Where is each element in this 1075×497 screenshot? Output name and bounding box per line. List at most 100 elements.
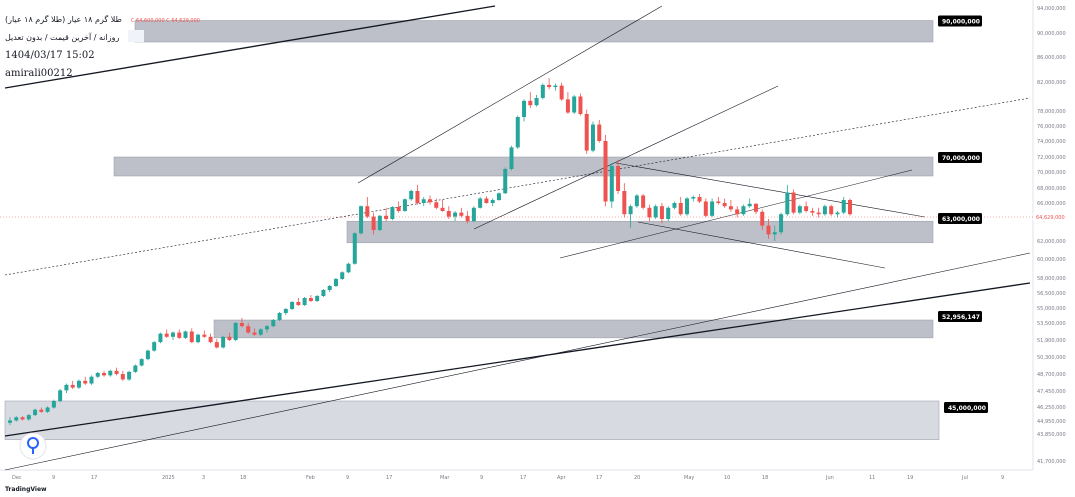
candle-body xyxy=(359,206,364,234)
candle-body xyxy=(766,225,771,235)
candle-body xyxy=(89,376,94,384)
x-tick-label: 20 xyxy=(634,475,640,481)
candle-body xyxy=(710,201,715,216)
x-tick-label: 9 xyxy=(1001,475,1004,481)
candle-body xyxy=(8,420,12,423)
x-tick-label: 9 xyxy=(52,475,55,481)
candle-body xyxy=(735,209,740,215)
candle-body xyxy=(133,365,138,372)
candle-body xyxy=(170,332,175,337)
candle-body xyxy=(283,309,288,313)
candle-body xyxy=(471,207,476,222)
candle-body xyxy=(183,331,188,338)
candle-body xyxy=(114,370,119,374)
candle-body xyxy=(196,334,201,343)
candle-body xyxy=(609,166,614,202)
candle-body xyxy=(384,215,389,219)
zone-label: 90,000,000 xyxy=(938,15,982,27)
candle-body xyxy=(158,333,163,343)
candle-body xyxy=(70,384,75,388)
candle-body xyxy=(616,166,621,191)
y-tick-label: 70,000,000 xyxy=(1037,170,1066,176)
x-tick-label: Feb xyxy=(306,475,315,481)
candle-body xyxy=(572,96,577,113)
price-zone xyxy=(213,319,934,339)
ohlc-values: C 64,600,000 C 64,629,000 xyxy=(130,18,200,24)
candle-body xyxy=(177,332,182,338)
x-tick-label: 9 xyxy=(480,475,483,481)
y-tick-label: 72,000,000 xyxy=(1037,155,1066,161)
candle-body xyxy=(440,207,445,211)
candle-body xyxy=(553,85,558,88)
candle-body xyxy=(290,302,295,309)
y-tick-label: 51,900,000 xyxy=(1037,338,1066,344)
candle-body xyxy=(459,212,464,216)
y-tick-label: 78,000,000 xyxy=(1037,109,1066,115)
x-tick-label: 17 xyxy=(596,475,602,481)
candle-body xyxy=(797,206,802,213)
candle-body xyxy=(39,409,44,412)
trendline xyxy=(4,252,1031,471)
x-tick-label: Mar xyxy=(440,475,450,481)
candle-body xyxy=(559,85,564,100)
candle-body xyxy=(120,374,125,380)
candle-body xyxy=(434,202,439,208)
x-tick-label: 2025 xyxy=(162,475,175,481)
chart-legend: طلا گرم ۱۸ عیار (طلا گرم ۱۸ عیار) C 64,6… xyxy=(5,8,205,80)
candle-body xyxy=(58,390,63,401)
last-price-label: 64,629,000 xyxy=(1036,215,1065,221)
candle-body xyxy=(390,207,395,219)
legend-toggle-button[interactable] xyxy=(128,29,145,42)
candle-body xyxy=(239,323,244,327)
candle-body xyxy=(785,192,790,215)
x-tick-label: May xyxy=(684,475,694,481)
x-tick-label: Apr xyxy=(557,475,567,481)
drawing-tool-icon[interactable] xyxy=(19,432,47,460)
candle-body xyxy=(76,380,81,388)
price-zone xyxy=(134,20,934,43)
x-tick-label: Dec xyxy=(12,475,22,481)
x-tick-label: 11 xyxy=(869,475,875,481)
candle-body xyxy=(51,401,56,408)
candle-body xyxy=(634,195,639,207)
x-tick-label: 10 xyxy=(724,475,730,481)
candle-body xyxy=(647,207,652,218)
candle-body xyxy=(753,203,758,212)
candle-body xyxy=(509,147,514,169)
symbol-title: طلا گرم ۱۸ عیار (طلا گرم ۱۸ عیار) xyxy=(5,15,122,24)
y-tick-label: 66,000,000 xyxy=(1037,201,1066,207)
candle-body xyxy=(33,409,38,416)
time-axis[interactable]: Dec 9 17 2025 3 18 Feb 9 17 Mar 9 17 Apr 17 20 May 10 18 J… xyxy=(12,475,1004,481)
candle-body xyxy=(26,415,31,420)
candle-body xyxy=(202,334,207,337)
candle-body xyxy=(308,298,313,301)
candle-body xyxy=(659,206,664,219)
candle-body xyxy=(315,296,320,301)
candle-body xyxy=(496,193,501,200)
x-tick-label: 9 xyxy=(346,475,349,481)
candle-body xyxy=(152,342,157,351)
candle-body xyxy=(258,329,263,335)
y-tick-label: 90,000,000 xyxy=(1037,31,1066,37)
x-tick-label: 18 xyxy=(762,475,768,481)
y-tick-label: 82,000,000 xyxy=(1037,80,1066,86)
candle-body xyxy=(534,97,539,106)
candlestick-series xyxy=(8,78,852,426)
candle-body xyxy=(14,417,19,421)
candle-body xyxy=(415,191,420,203)
y-tick-label: 62,000,000 xyxy=(1037,239,1066,245)
zone-price-labels: 90,000,000 70,000,000 63,000,000 52,956,147… xyxy=(938,15,988,413)
candle-body xyxy=(697,197,702,202)
candle-body xyxy=(810,211,815,213)
candle-body xyxy=(265,326,270,330)
candle-body xyxy=(252,332,257,335)
tradingview-watermark: TradingView xyxy=(5,486,47,493)
candle-body xyxy=(421,199,426,203)
zone-label: 52,956,147 xyxy=(938,311,982,322)
y-tick-label: 56,500,000 xyxy=(1037,291,1066,297)
trendline xyxy=(357,5,663,184)
candle-body xyxy=(641,195,646,208)
x-tick-label: Jun xyxy=(825,475,834,481)
zone-label-text: 52,956,147 xyxy=(942,314,980,321)
